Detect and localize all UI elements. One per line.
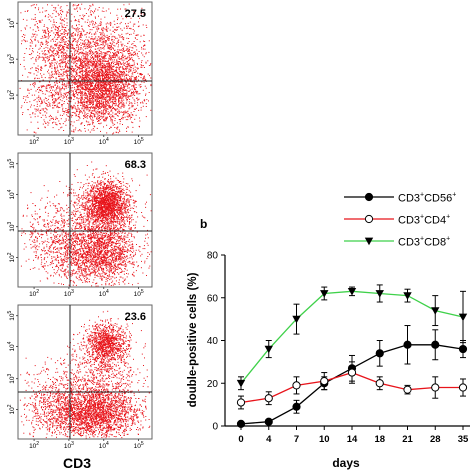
data-point — [347, 368, 357, 377]
x-tick-label: 105 — [134, 289, 144, 298]
data-point — [292, 381, 301, 390]
x-tick-label: 28 — [430, 434, 441, 445]
flow-panel-1: 27.5 102 103 104 105 102 103 104 — [7, 1, 153, 146]
legend-marker — [364, 237, 374, 246]
scatter-dots — [19, 310, 151, 439]
y-tick-label: 104 — [7, 341, 16, 351]
x-tick-label: 103 — [64, 441, 74, 450]
x-tick-label: 4 — [266, 434, 272, 445]
y-tick-label: 80 — [207, 251, 219, 262]
data-point — [375, 290, 384, 298]
legend: CD3+CD56+ CD3+CD4+ CD3+CD8+ — [344, 192, 456, 249]
y-tick-label: 102 — [7, 90, 16, 100]
data-point — [292, 315, 301, 324]
data-point — [431, 340, 440, 349]
y-tick-label: 105 — [7, 310, 16, 320]
x-tick-label: 104 — [99, 137, 109, 146]
quadrant-percentage: 23.6 — [125, 311, 146, 323]
panel-frame — [17, 304, 153, 440]
quadrant-percentage: 68.3 — [125, 159, 146, 171]
panel-frame — [17, 152, 153, 288]
data-point — [431, 307, 440, 315]
data-point — [375, 349, 384, 358]
series-2 — [236, 284, 468, 391]
data-point — [320, 377, 329, 386]
y-tick-label: 105 — [7, 158, 16, 168]
data-point — [458, 313, 468, 322]
y-axis-title: double-positive cells (%) — [187, 272, 199, 407]
panel-frame — [17, 1, 153, 136]
data-point — [236, 419, 246, 428]
x-tick-label: 18 — [374, 434, 385, 445]
data-point — [458, 383, 468, 392]
x-tick-label: 103 — [64, 289, 74, 298]
y-tick-label: 20 — [207, 379, 219, 390]
y-tick-label: 102 — [7, 404, 16, 414]
scatter-dots — [19, 3, 152, 135]
y-tick-label: 103 — [7, 54, 16, 64]
y-tick-label: 60 — [207, 293, 219, 304]
x-tick-label: 0 — [238, 434, 243, 445]
data-point — [264, 417, 273, 426]
x-tick-label: 105 — [134, 137, 144, 146]
scatter-dots — [20, 161, 152, 287]
y-tick-label: 104 — [7, 18, 16, 28]
panel-label: b — [200, 217, 207, 231]
x-tick-label: 103 — [64, 137, 74, 146]
y-tick-label: 103 — [7, 373, 16, 383]
x-axis-label: CD3 — [63, 455, 91, 471]
legend-label: CD3+CD4+ — [398, 214, 450, 227]
x-tick-label: 102 — [29, 441, 39, 450]
data-point — [458, 344, 468, 354]
data-point — [264, 345, 273, 354]
line-chart: b 0 20 40 60 80 0 4 7 10 14 18 21 28 35 days double-posi… — [187, 192, 470, 470]
x-tick-label: 104 — [99, 289, 109, 298]
legend-label: CD3+CD8+ — [398, 236, 450, 249]
flow-panel-2: 68.3 102 103 104 105 102 103 104 105 — [7, 152, 153, 298]
data-point — [375, 379, 384, 388]
flow-cytometry-panels: 27.5 102 103 104 105 102 103 104 68.3 102 103 104 10… — [7, 1, 153, 471]
x-tick-label: 21 — [402, 434, 413, 445]
flow-panel-3: 23.6 102 103 104 105 102 103 104 105 CD3 — [7, 304, 153, 471]
y-tick-label: 104 — [7, 189, 16, 199]
y-tick-label: 102 — [7, 252, 16, 262]
x-tick-label: 10 — [319, 434, 330, 445]
x-tick-label: 104 — [99, 441, 109, 450]
data-point — [264, 394, 273, 403]
series-1 — [236, 361, 468, 410]
legend-marker — [364, 192, 374, 202]
data-point — [292, 402, 301, 411]
x-tick-label: 105 — [134, 441, 144, 450]
data-point — [320, 290, 329, 298]
data-point — [347, 287, 357, 296]
x-axis-title: days — [332, 456, 360, 470]
data-point — [403, 340, 412, 349]
x-tick-label: 102 — [29, 137, 39, 146]
data-point — [431, 383, 440, 392]
x-tick-label: 14 — [347, 434, 358, 445]
y-tick-label: 103 — [7, 221, 16, 231]
x-tick-label: 7 — [294, 434, 299, 445]
y-tick-label: 40 — [207, 336, 219, 347]
legend-marker — [364, 214, 374, 224]
data-point — [236, 379, 246, 388]
data-point — [403, 385, 412, 394]
quadrant-percentage: 27.5 — [125, 8, 146, 20]
x-tick-label: 102 — [29, 289, 39, 298]
x-tick-label: 35 — [458, 434, 469, 445]
data-point — [236, 398, 246, 407]
data-point — [403, 292, 412, 300]
legend-label: CD3+CD56+ — [398, 192, 456, 205]
y-tick-label: 0 — [212, 422, 218, 433]
